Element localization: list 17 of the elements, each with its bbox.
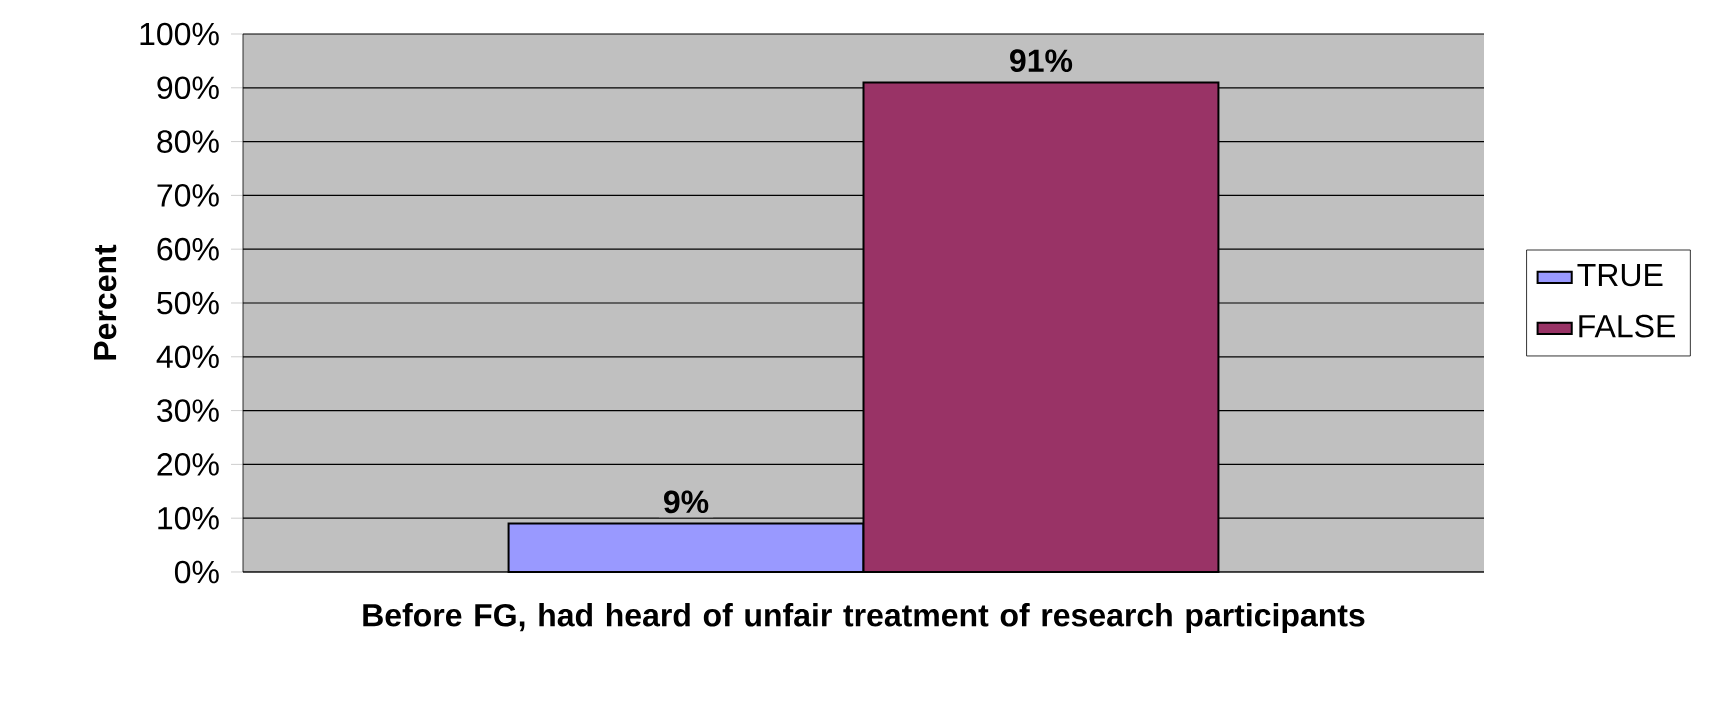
- y-tick-label: 60%: [157, 237, 219, 261]
- y-tick-label: 10%: [158, 506, 219, 530]
- y-tick-label: 0%: [174, 560, 219, 584]
- y-tick-label: 30%: [157, 399, 219, 422]
- legend-label: TRUE: [1577, 264, 1663, 287]
- y-tick-label: 20%: [157, 453, 219, 476]
- x-axis-title: Before FG, had heard of unfair treatment of research participants: [363, 603, 1365, 633]
- y-tick-label: 80%: [157, 130, 219, 153]
- y-tick-label: 70%: [157, 184, 219, 207]
- y-tick-label: 40%: [156, 345, 219, 369]
- data-label: 91%: [1010, 49, 1073, 73]
- y-tick-label: 100%: [140, 22, 219, 46]
- y-tick-label: 90%: [157, 76, 219, 100]
- y-tick-label: 50%: [157, 291, 219, 315]
- data-label: 9%: [664, 490, 709, 514]
- y-axis-title: Percent: [94, 244, 117, 360]
- legend-label: FALSE: [1579, 314, 1675, 338]
